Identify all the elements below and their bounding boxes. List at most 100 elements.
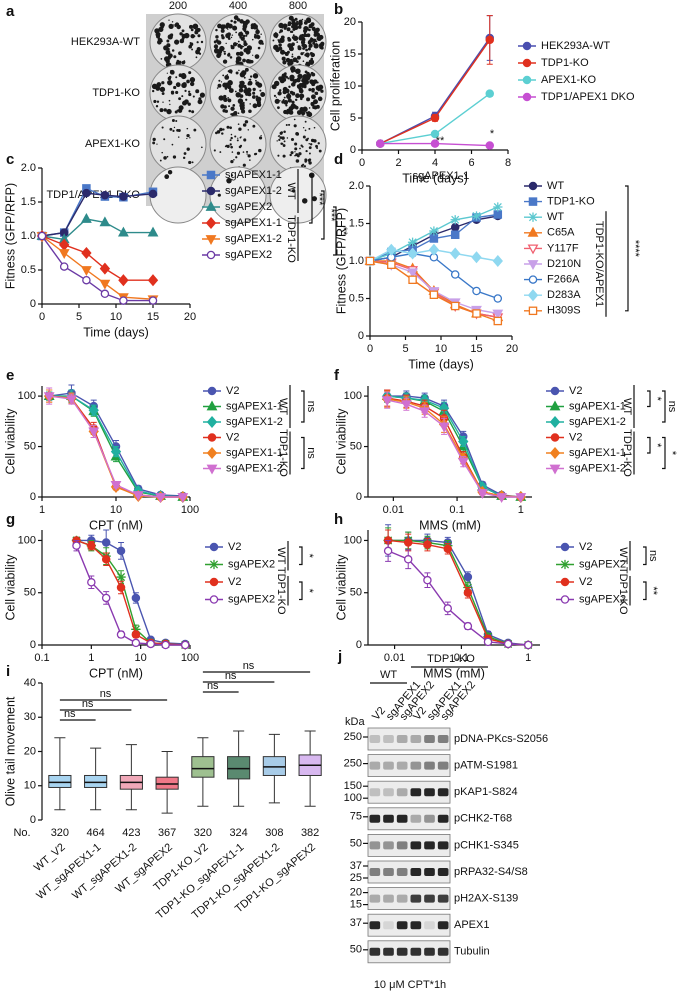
colony [223,50,225,53]
legend-label: V2 [569,385,582,397]
colony [280,49,286,55]
colony [161,126,164,129]
colony [255,29,260,35]
colony [302,81,304,83]
data-point [493,294,503,303]
legend-marker [549,464,561,475]
colony [159,159,162,162]
y-tick-label: 100 [344,534,362,546]
legend-marker [528,275,538,284]
data-point [155,493,166,504]
colony [244,120,249,124]
colony [232,25,238,31]
significance-label: * [303,589,315,594]
significance-label: *** [313,193,325,207]
colony [193,35,196,38]
panel-letter: a [6,3,15,20]
colony [176,109,179,112]
legend-marker [209,542,219,552]
blot-label: pDNA-PKcs-S2056 [454,733,548,745]
colony [308,88,312,92]
colony [282,144,286,147]
x-tick-label: 1 [88,652,94,664]
series-line [387,395,521,498]
blot-strip [367,860,451,884]
blot-label: pCHK1-S345 [454,839,519,851]
data-point [116,546,126,556]
colony [281,136,285,140]
colony [227,85,232,90]
colony [293,118,296,121]
colony [281,142,284,145]
colony [230,36,233,39]
colony [306,33,311,38]
colony [199,92,205,98]
colony [246,45,252,51]
colony [286,27,291,32]
colony [307,158,311,162]
colony [160,89,163,91]
x-axis-label: CPT (nM) [89,518,143,532]
colony [152,137,156,142]
data-point [430,113,440,123]
colony [230,72,233,74]
colony [306,71,310,76]
blot-band [410,894,422,903]
data-point [408,275,417,284]
data-point [419,407,431,418]
colony [172,129,175,132]
colony [305,48,308,52]
colony [291,104,293,106]
box [48,774,72,788]
significance-bracket [643,546,647,566]
counts-label: No. [13,827,30,839]
data-point [472,309,481,318]
colony [258,148,262,153]
colony [301,39,304,42]
colony [220,81,223,83]
colony [251,38,254,41]
colony [252,103,258,109]
colony [278,89,282,92]
colony [275,31,277,34]
colony [300,40,306,45]
legend-marker [550,433,560,442]
legend-marker [527,244,539,255]
colony [175,76,178,79]
colony [196,41,199,44]
data-point [116,572,126,582]
significance-label: ns [207,680,219,692]
colony [160,57,163,60]
x-tick-label: WT_sgAPEX1-2 [70,841,139,902]
colony [278,135,281,137]
blot-band [396,735,408,743]
colony [289,74,295,80]
colony [304,19,306,22]
legend-label: sgAPEX1-2 [226,416,283,428]
colony [159,86,166,93]
y-tick-label: 50 [350,587,362,599]
colony [251,24,255,27]
box [191,756,215,778]
significance-bracket [333,206,337,256]
colony [308,59,315,65]
colony [220,24,226,30]
x-tick-label: 20 [506,343,518,355]
legend-marker [560,595,570,604]
annotation: * [490,128,495,140]
colony [303,20,308,25]
colony [261,42,264,45]
blot-band [424,735,435,743]
colony [308,146,312,150]
legend-label: F266A [547,274,580,286]
x-tick-label: 6 [468,157,474,169]
significance-label: ns [305,447,317,459]
data-point [423,575,432,585]
data-point [131,638,141,648]
colony [283,96,286,99]
y-tick-label: 10 [344,80,356,92]
colony [279,136,283,139]
colony [308,107,311,109]
count-label: 308 [265,827,283,839]
significance-bracket [662,436,666,470]
